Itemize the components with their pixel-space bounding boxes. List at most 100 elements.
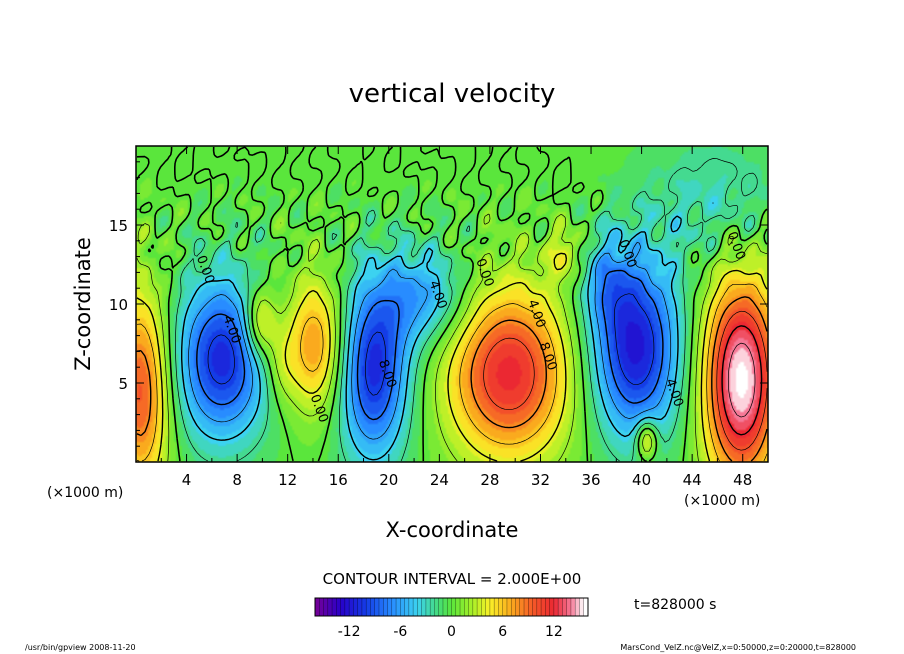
colorbar-swatch bbox=[477, 598, 482, 616]
colorbar-swatch bbox=[413, 598, 418, 616]
y-tick-label: 10 bbox=[109, 296, 128, 314]
x-tick-label: 20 bbox=[379, 471, 398, 489]
contour-line bbox=[188, 242, 672, 440]
y-tick-label: 5 bbox=[118, 375, 128, 393]
contour-line bbox=[136, 252, 768, 462]
colorbar-swatch bbox=[519, 598, 525, 616]
colorbar-ticks: -12 -6 0 6 12 bbox=[338, 624, 563, 640]
contour-line bbox=[136, 283, 768, 462]
colorbar-tick-label: 6 bbox=[498, 624, 507, 640]
colorbar-swatch bbox=[579, 598, 585, 616]
contour-line bbox=[181, 202, 714, 461]
footer-left: /usr/bin/gpview 2008-11-20 bbox=[25, 643, 136, 652]
colorbar-swatch bbox=[404, 598, 410, 616]
contour-line bbox=[721, 325, 763, 436]
colorbar-swatch bbox=[553, 598, 559, 616]
colorbar-tick-label: -12 bbox=[338, 624, 361, 640]
colorbar-swatch bbox=[430, 598, 436, 616]
x-tick-label: 32 bbox=[531, 471, 550, 489]
colorbar-swatch bbox=[434, 598, 440, 616]
contour-line bbox=[727, 342, 756, 418]
colorbar-frame bbox=[314, 597, 589, 617]
x-tick-label: 40 bbox=[632, 471, 651, 489]
colorbar-swatch bbox=[374, 598, 380, 616]
colorbar-swatch bbox=[451, 598, 457, 616]
contour-line bbox=[196, 269, 664, 421]
colorbar-swatch bbox=[387, 598, 393, 616]
colorbar-swatch bbox=[460, 598, 465, 616]
y-axis-ticks: 5 10 15 bbox=[109, 161, 768, 447]
colorbar-tick-label: -6 bbox=[393, 624, 407, 640]
colorbar-swatch bbox=[536, 598, 542, 616]
colorbar-swatch bbox=[545, 598, 551, 616]
colorbar-swatch bbox=[506, 598, 512, 616]
chart-title: vertical velocity bbox=[349, 79, 556, 109]
colorbar-swatch bbox=[455, 598, 461, 616]
colorbar-swatch bbox=[485, 598, 491, 616]
colorbar-swatch bbox=[528, 598, 534, 616]
colorbar-swatch bbox=[524, 598, 529, 616]
colorbar-swatch bbox=[378, 598, 384, 616]
colorbar-swatch bbox=[391, 598, 397, 616]
colorbar-swatch bbox=[558, 598, 564, 616]
colorbar-swatch bbox=[425, 598, 431, 616]
colorbar-swatch bbox=[400, 598, 406, 616]
colorbar-swatch bbox=[464, 598, 470, 616]
x-tick-label: 4 bbox=[182, 471, 192, 489]
colorbar-swatch bbox=[336, 598, 342, 616]
colorbar-swatch bbox=[515, 598, 521, 616]
contour-line bbox=[483, 310, 768, 451]
colorbar-swatch bbox=[353, 598, 359, 616]
colorbar-swatch bbox=[570, 598, 576, 616]
time-label: t=828000 s bbox=[634, 597, 716, 613]
colorbar-swatch bbox=[315, 598, 320, 616]
colorbar-swatch bbox=[489, 598, 495, 616]
x-axis-label: X-coordinate bbox=[386, 518, 519, 542]
colorbar bbox=[315, 598, 589, 616]
colorbar-tick-label: 12 bbox=[545, 624, 563, 640]
colorbar-swatch bbox=[494, 598, 500, 616]
colorbar-swatch bbox=[344, 598, 350, 616]
colorbar-swatch bbox=[447, 598, 453, 616]
colorbar-swatch bbox=[562, 598, 568, 616]
colorbar-swatch bbox=[349, 598, 354, 616]
colorbar-swatch bbox=[481, 598, 487, 616]
colorbar-swatch bbox=[319, 598, 325, 616]
x-unit-left: (×1000 m) bbox=[47, 485, 123, 501]
colorbar-swatch bbox=[323, 598, 329, 616]
colorbar-swatch bbox=[357, 598, 363, 616]
colorbar-swatch bbox=[332, 598, 337, 616]
colorbar-swatch bbox=[502, 598, 508, 616]
x-axis-ticks: 4 8 12 16 20 24 28 32 36 40 44 48 bbox=[135, 146, 769, 489]
colorbar-swatch bbox=[541, 598, 546, 616]
colorbar-swatch bbox=[370, 598, 376, 616]
colorbar-swatch bbox=[566, 598, 572, 616]
x-tick-label: 28 bbox=[480, 471, 499, 489]
contour-line bbox=[136, 296, 768, 462]
y-tick-label: 15 bbox=[109, 217, 128, 235]
colorbar-swatch bbox=[549, 598, 555, 616]
colorbar-swatch bbox=[438, 598, 444, 616]
colorbar-swatch bbox=[442, 598, 448, 616]
contour-line bbox=[136, 146, 768, 462]
colorbar-swatch bbox=[340, 598, 346, 616]
colorbar-swatch bbox=[575, 598, 581, 616]
colorbar-tick-label: 0 bbox=[447, 624, 456, 640]
x-tick-label: 8 bbox=[232, 471, 242, 489]
x-tick-label: 48 bbox=[733, 471, 752, 489]
contour-interval-label: CONTOUR INTERVAL = 2.000E+00 bbox=[323, 570, 582, 588]
heatmap-field bbox=[136, 146, 768, 462]
contour-line bbox=[207, 293, 655, 396]
colorbar-swatch bbox=[511, 598, 517, 616]
colorbar-swatch bbox=[361, 598, 367, 616]
colorbar-swatch bbox=[408, 598, 414, 616]
heatmap-raster bbox=[136, 146, 768, 462]
x-tick-label: 24 bbox=[430, 471, 449, 489]
x-unit-right: (×1000 m) bbox=[684, 493, 760, 509]
colorbar-swatch bbox=[366, 598, 372, 616]
colorbar-swatch bbox=[498, 598, 504, 616]
colorbar-swatch bbox=[532, 598, 538, 616]
x-tick-label: 44 bbox=[683, 471, 702, 489]
colorbar-swatch bbox=[417, 598, 423, 616]
